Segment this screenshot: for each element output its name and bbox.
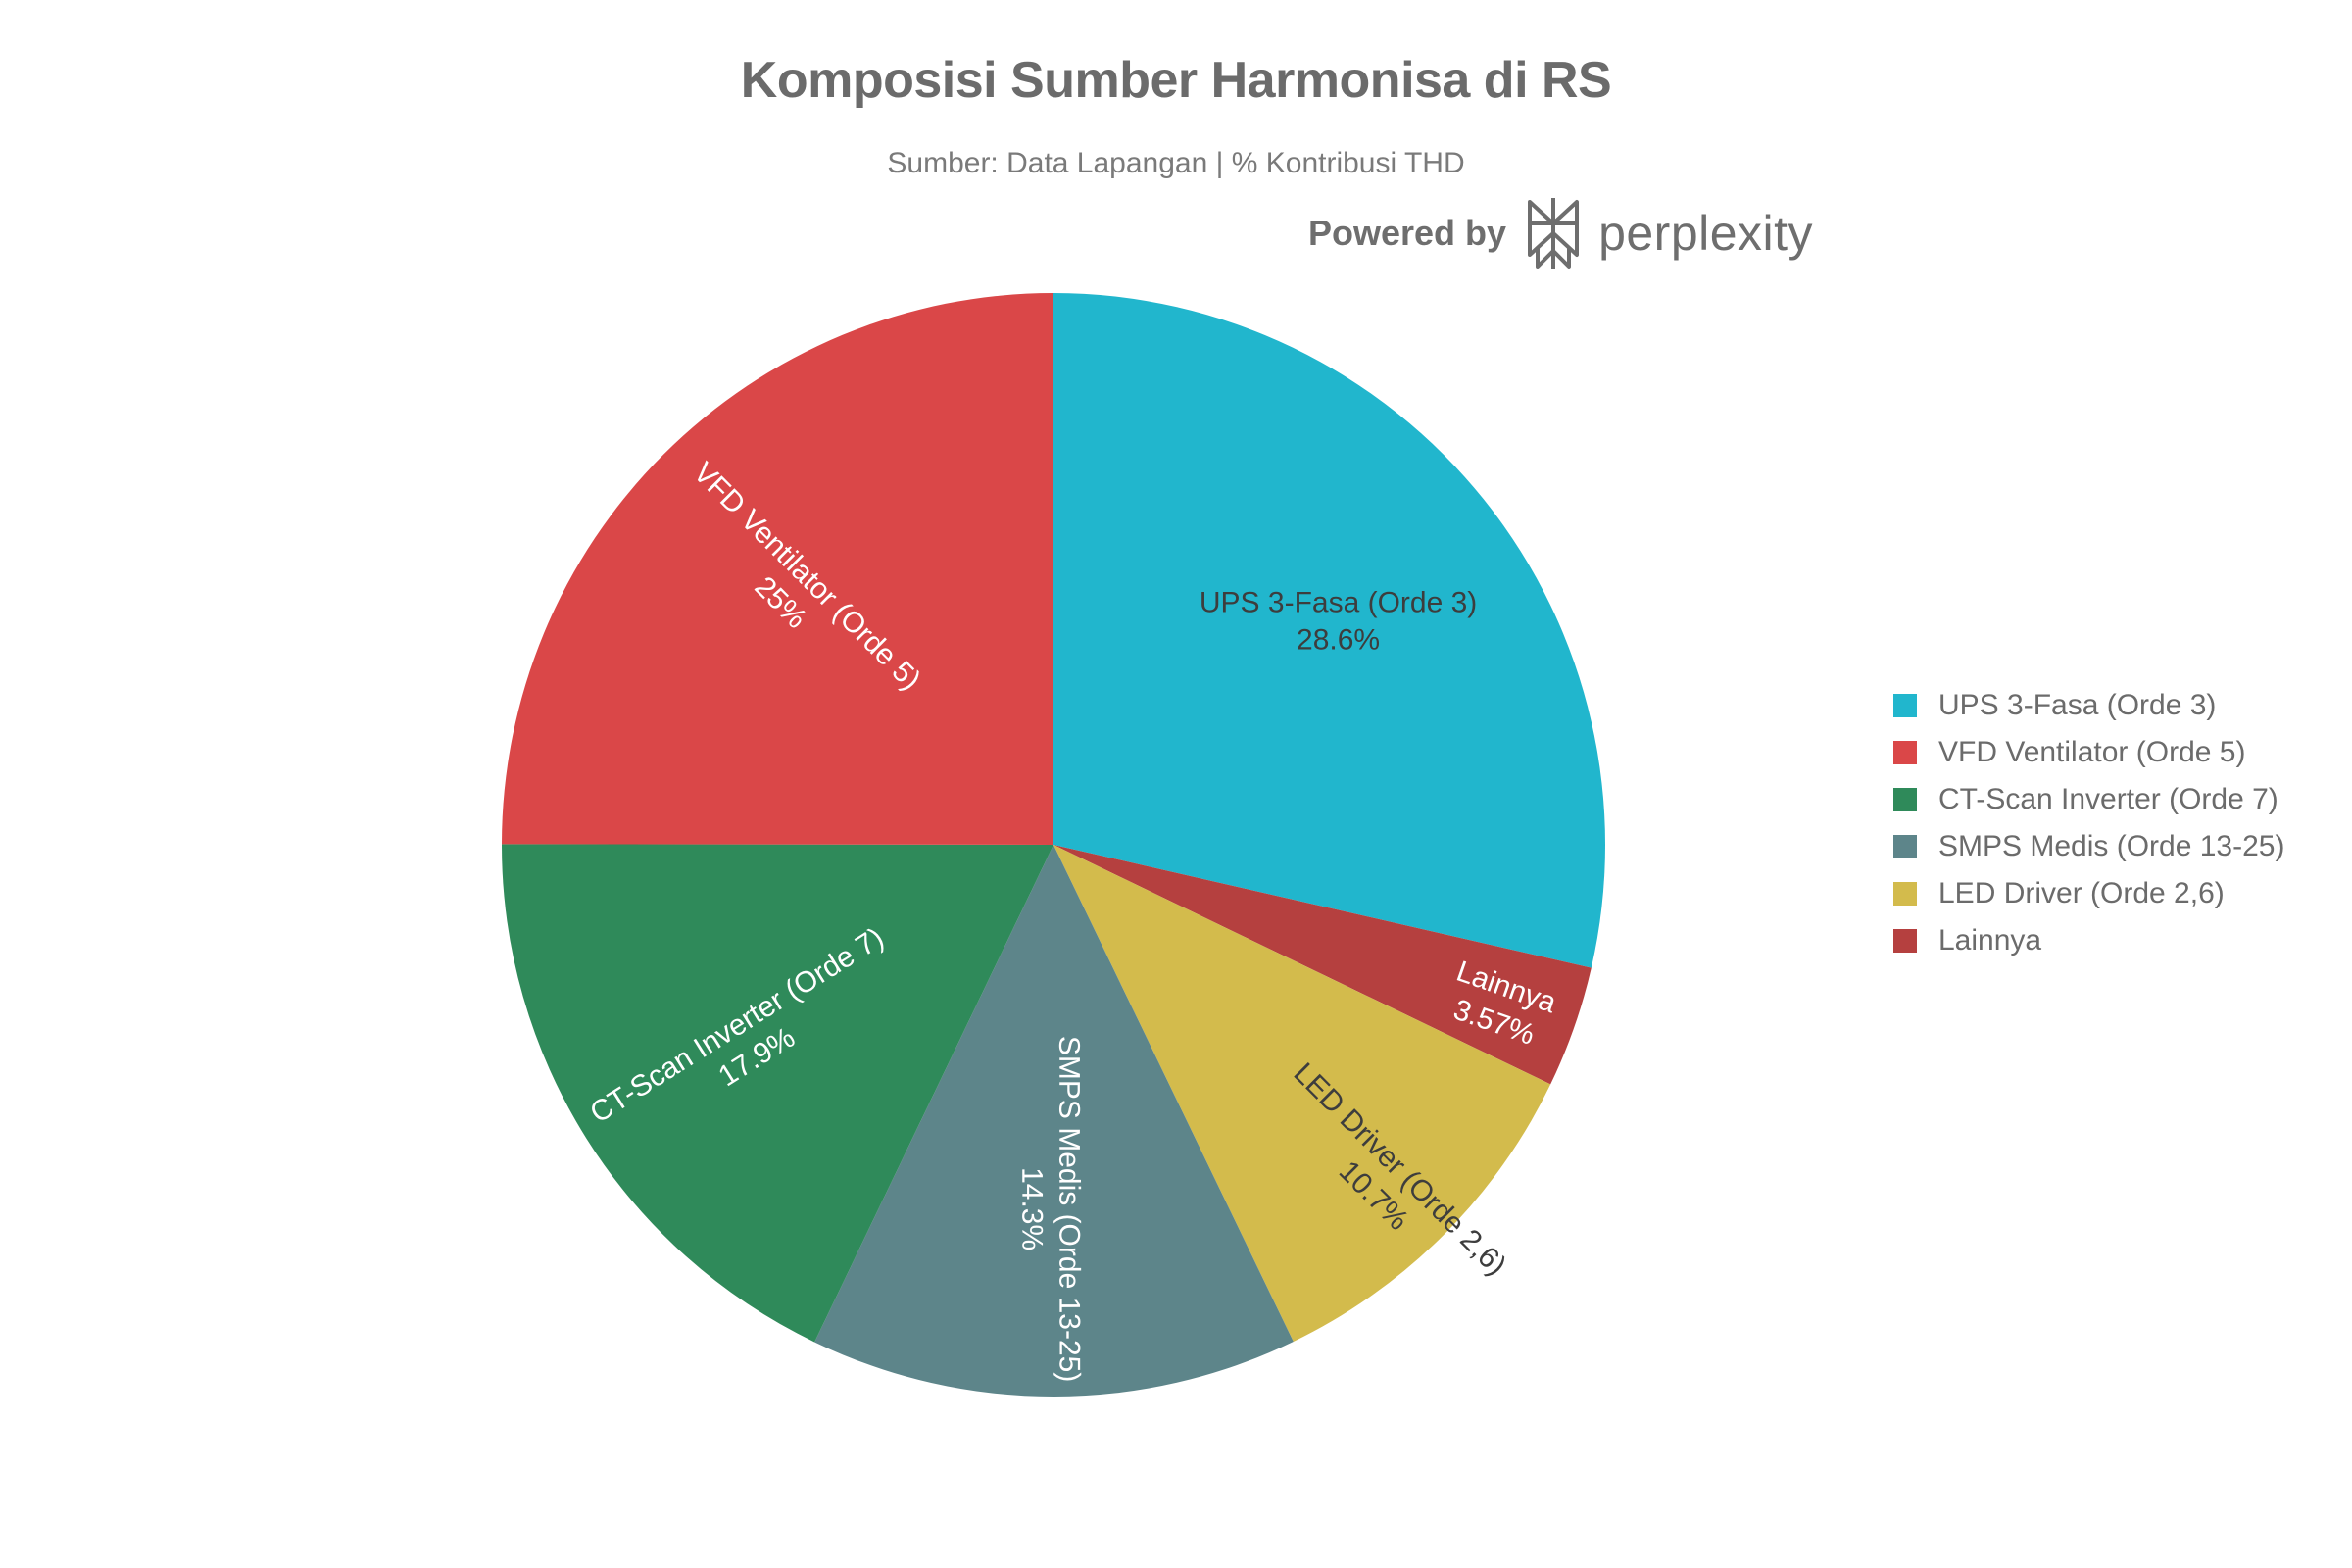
legend-item-vfd-ventilator-orde-5[interactable]: VFD Ventilator (Orde 5) <box>1893 729 2284 776</box>
pie-slice-ct-scan-inverter-orde-7 <box>502 844 1054 1343</box>
legend-swatch <box>1893 929 1917 953</box>
pie-slice-label-smps-medis-orde-13-25: SMPS Medis (Orde 13-25)14.3% <box>1015 1036 1085 1382</box>
perplexity-logo-icon <box>1528 198 1580 269</box>
legend-label: UPS 3-Fasa (Orde 3) <box>1938 689 2217 721</box>
legend-swatch <box>1893 788 1917 811</box>
legend-item-smps-medis-orde-13-25[interactable]: SMPS Medis (Orde 13-25) <box>1893 823 2284 870</box>
legend-label: VFD Ventilator (Orde 5) <box>1938 736 2246 768</box>
chart-subtitle: Sumber: Data Lapangan | % Kontribusi THD <box>887 147 1465 179</box>
slice-value-label: 28.6% <box>1297 623 1380 656</box>
chart-title: Komposisi Sumber Harmonisa di RS <box>740 52 1612 109</box>
pie-slice-led-driver-orde-2-6 <box>1054 845 1551 1342</box>
legend-label: CT-Scan Inverter (Orde 7) <box>1938 783 2278 815</box>
legend-label: SMPS Medis (Orde 13-25) <box>1938 830 2285 862</box>
slice-name-label: SMPS Medis (Orde 13-25) <box>1053 1036 1085 1382</box>
pie-slices <box>502 293 1605 1396</box>
pie-slice-ups-3-fasa-orde-3 <box>1054 293 1605 968</box>
legend-swatch <box>1893 882 1917 906</box>
legend-label: LED Driver (Orde 2,6) <box>1938 877 2225 909</box>
legend-swatch <box>1893 694 1917 717</box>
powered-by-badge: Powered by perplexity <box>1308 194 1813 272</box>
perplexity-brand-name: perplexity <box>1598 206 1814 261</box>
pie-slice-lainnya <box>1054 845 1592 1085</box>
pie-slice-vfd-ventilator-orde-5 <box>502 293 1054 845</box>
legend-item-lainnya[interactable]: Lainnya <box>1893 917 2284 964</box>
pie-slice-label-ups-3-fasa-orde-3: UPS 3-Fasa (Orde 3) 28.6% <box>1200 586 1477 656</box>
slice-value-label: 14.3% <box>1015 1167 1048 1250</box>
slice-name-label: UPS 3-Fasa (Orde 3) <box>1200 586 1477 618</box>
legend-swatch <box>1893 835 1917 858</box>
legend-label: Lainnya <box>1938 924 2042 956</box>
legend-swatch <box>1893 741 1917 764</box>
legend-item-ups-3-fasa-orde-3[interactable]: UPS 3-Fasa (Orde 3) <box>1893 682 2284 729</box>
pie-slice-smps-medis-orde-13-25 <box>814 845 1294 1396</box>
powered-by-text: Powered by <box>1308 213 1507 253</box>
legend-item-led-driver-orde-2-6[interactable]: LED Driver (Orde 2,6) <box>1893 870 2284 917</box>
legend-item-ct-scan-inverter-orde-7[interactable]: CT-Scan Inverter (Orde 7) <box>1893 776 2284 823</box>
chart-legend: UPS 3-Fasa (Orde 3) VFD Ventilator (Orde … <box>1893 682 2284 964</box>
